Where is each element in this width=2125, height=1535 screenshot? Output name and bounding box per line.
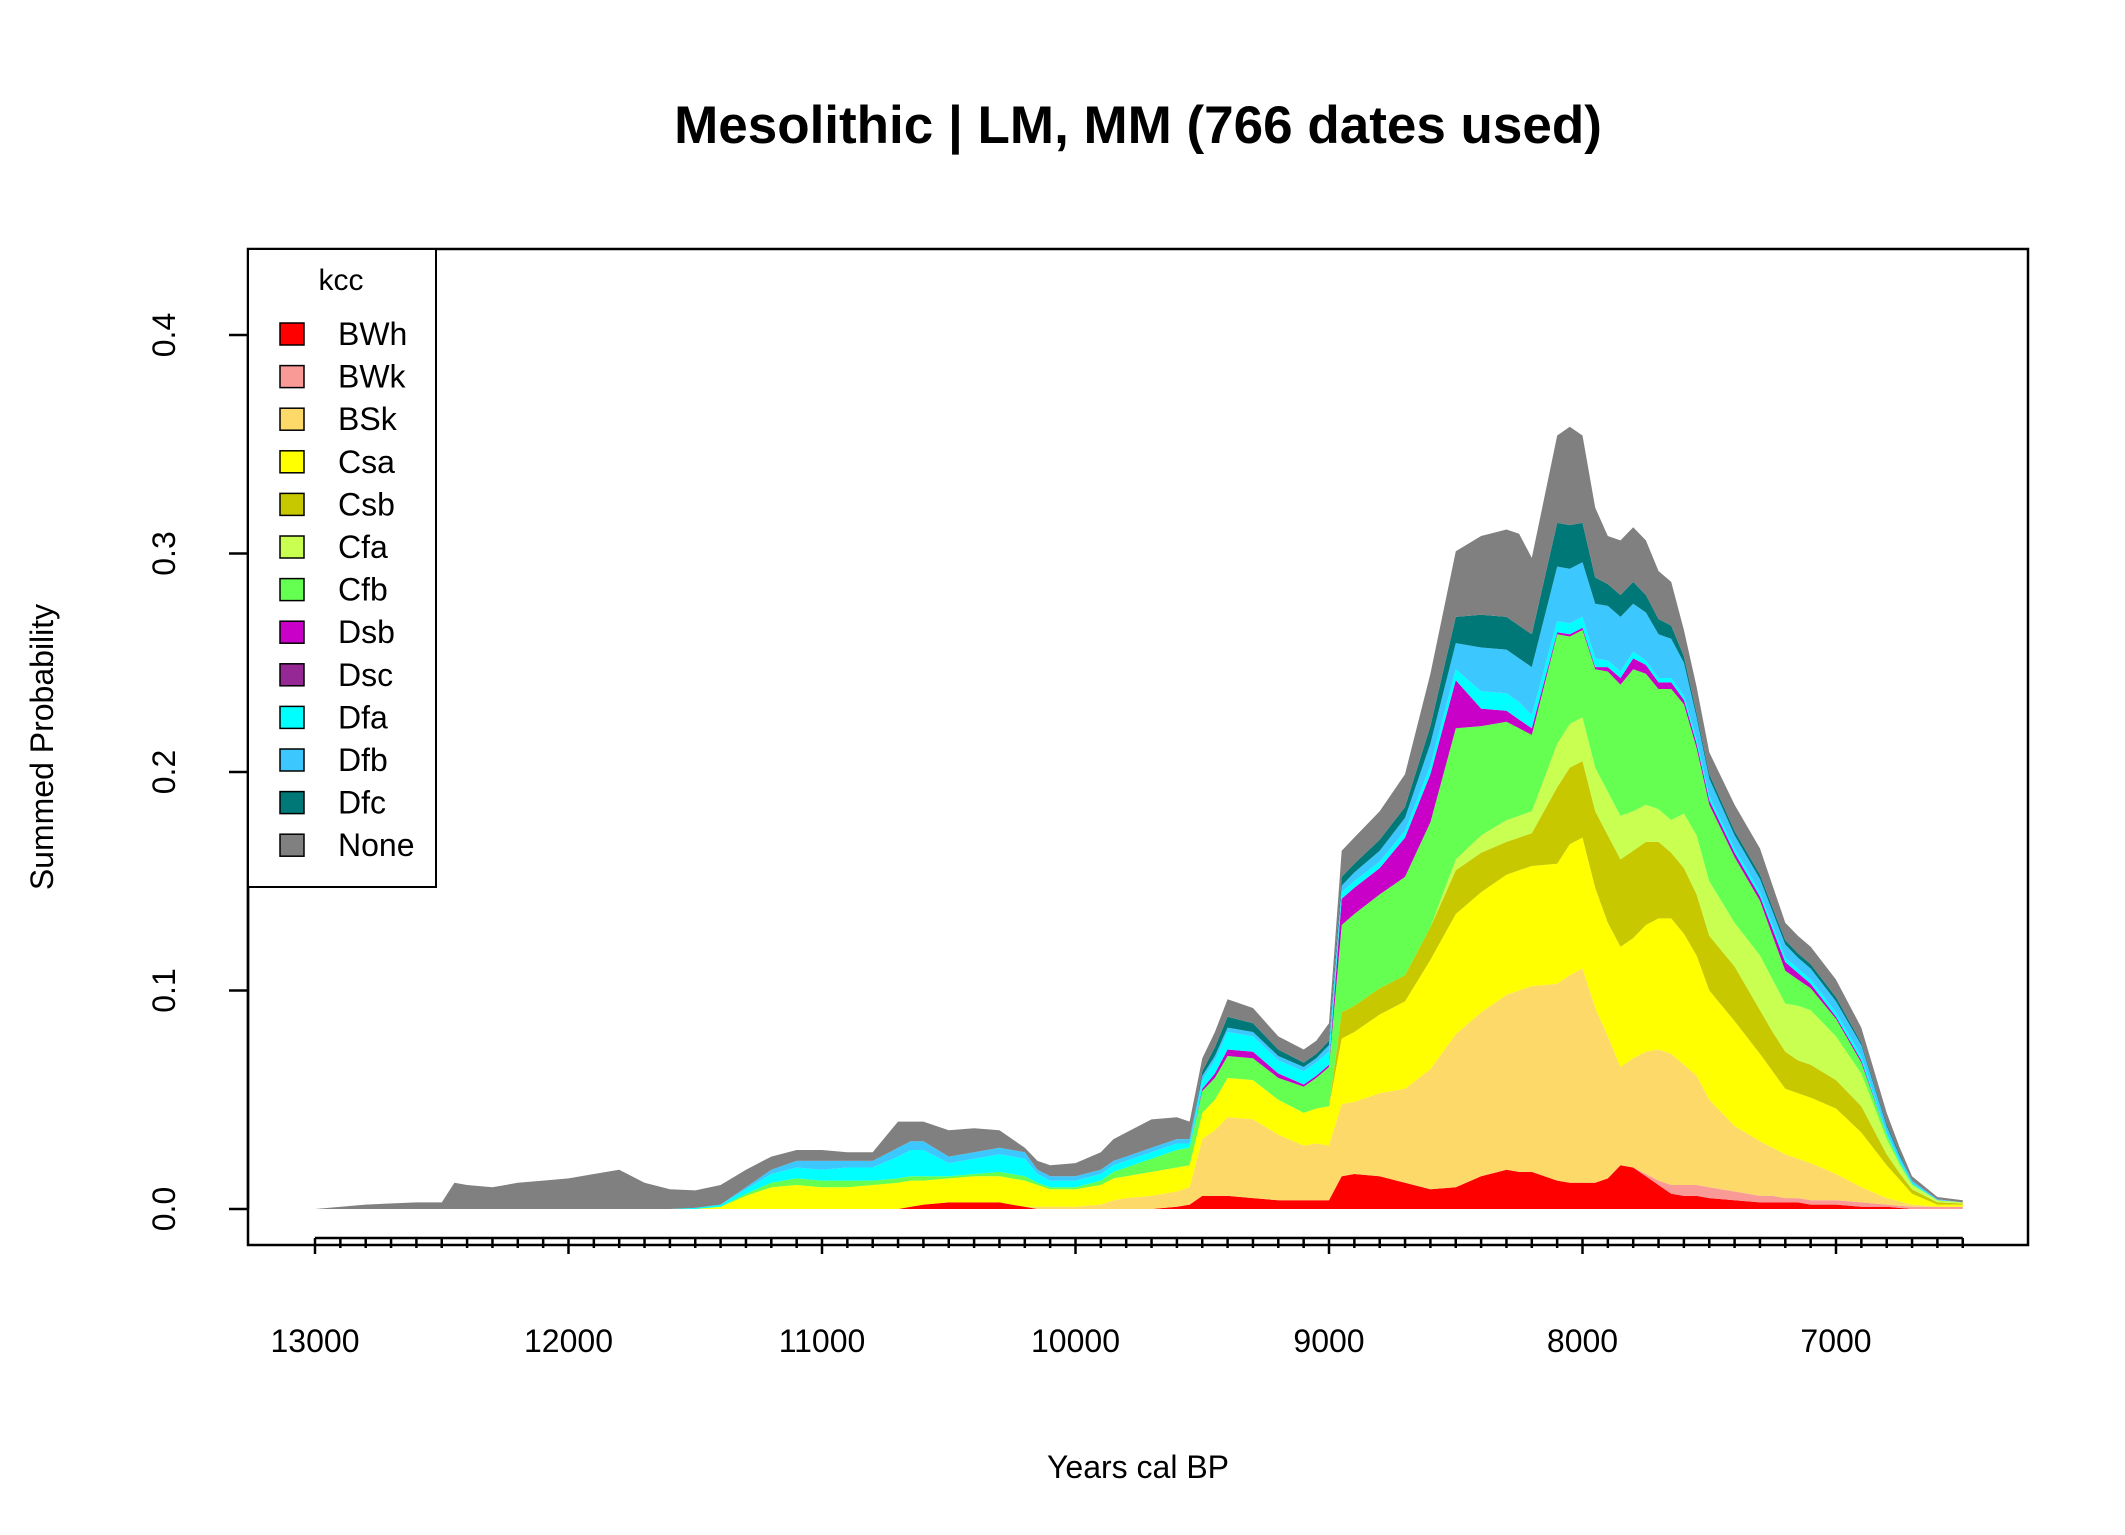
legend-label-bsk: BSk (338, 401, 398, 437)
x-tick-label: 8000 (1547, 1323, 1618, 1359)
legend-swatch-csa (279, 450, 305, 474)
area-series-group (315, 426, 1963, 1209)
legend-box (247, 248, 437, 888)
y-axis-label: Summed Probability (24, 604, 60, 890)
x-tick-label: 10000 (1031, 1323, 1120, 1359)
legend-swatch-bwh (279, 322, 305, 346)
legend-label-dsc: Dsc (338, 657, 393, 693)
legend-swatch-bwk (279, 364, 305, 389)
area-csa (315, 837, 1963, 1209)
area-bwh (315, 1165, 1963, 1209)
legend-label-dfc: Dfc (338, 785, 386, 821)
y-tick-label: 0.0 (146, 1187, 182, 1231)
y-tick-label: 0.4 (146, 313, 182, 357)
x-tick-label: 9000 (1293, 1323, 1364, 1359)
legend-swatch-none (279, 833, 305, 857)
x-tick-label: 7000 (1800, 1323, 1871, 1359)
legend: kcc BWh BWk BSk Csa Csb Cfa Cfb Dsb Dsc Dfa Dfb Dfc… (247, 248, 437, 888)
legend-label-cfa: Cfa (338, 529, 388, 565)
y-tick-label: 0.3 (146, 531, 182, 575)
legend-swatch-cfa (279, 535, 305, 559)
legend-label-bwh: BWh (338, 316, 407, 352)
legend-label-dfa: Dfa (338, 699, 388, 735)
x-tick-label: 13000 (271, 1323, 360, 1359)
legend-label-cfb: Cfb (338, 572, 388, 608)
legend-swatch-dsc (279, 663, 305, 687)
legend-swatch-csb (279, 492, 305, 517)
legend-label-bwk: BWk (338, 359, 407, 395)
x-axis: 13000 12000 11000 10000 9000 8000 7000 (271, 1236, 1964, 1359)
x-tick-label: 12000 (524, 1323, 613, 1359)
chart-title: Mesolithic | LM, MM (766 dates used) (674, 96, 1602, 156)
legend-label-csa: Csa (338, 444, 395, 480)
legend-label-dfb: Dfb (338, 742, 388, 778)
legend-swatch-dfa (279, 705, 305, 730)
legend-items: BWh BWk BSk Csa Csb Cfa Cfb Dsb Dsc Dfa Dfb Dfc None (279, 316, 415, 863)
y-tick-label: 0.1 (146, 968, 182, 1012)
legend-swatch-bsk (279, 407, 305, 431)
legend-swatch-dfc (279, 790, 305, 815)
legend-swatch-dfb (279, 748, 305, 772)
legend-swatch-cfb (279, 577, 305, 602)
x-tick-label: 11000 (779, 1323, 866, 1359)
legend-swatch-dsb (279, 620, 305, 644)
y-tick-label: 0.2 (146, 750, 182, 794)
legend-label-csb: Csb (338, 486, 395, 522)
x-axis-label: Years cal BP (1047, 1449, 1229, 1485)
legend-label-none: None (338, 827, 415, 863)
legend-title: kcc (319, 264, 364, 297)
area-bsk (315, 968, 1963, 1209)
legend-label-dsb: Dsb (338, 614, 395, 650)
